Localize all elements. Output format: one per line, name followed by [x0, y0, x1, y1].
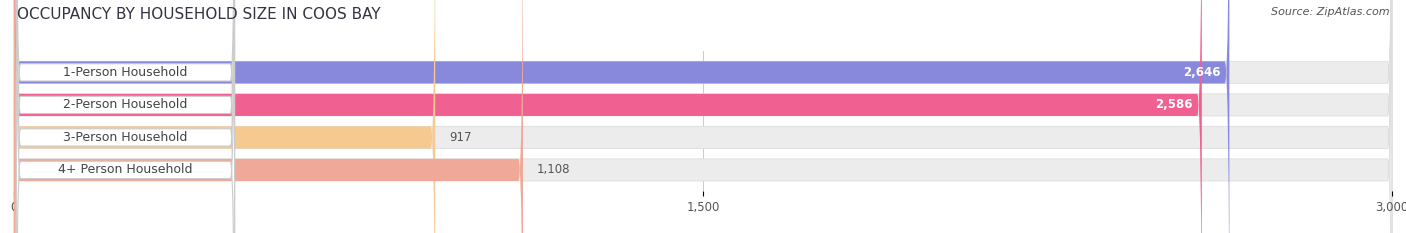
- FancyBboxPatch shape: [14, 0, 1392, 233]
- Text: Source: ZipAtlas.com: Source: ZipAtlas.com: [1271, 7, 1389, 17]
- Text: OCCUPANCY BY HOUSEHOLD SIZE IN COOS BAY: OCCUPANCY BY HOUSEHOLD SIZE IN COOS BAY: [17, 7, 381, 22]
- FancyBboxPatch shape: [14, 0, 1202, 233]
- Text: 2-Person Household: 2-Person Household: [63, 98, 187, 111]
- FancyBboxPatch shape: [14, 0, 1229, 233]
- Text: 2,586: 2,586: [1156, 98, 1192, 111]
- FancyBboxPatch shape: [14, 0, 1392, 233]
- Text: 917: 917: [449, 131, 471, 144]
- Text: 2,646: 2,646: [1182, 66, 1220, 79]
- FancyBboxPatch shape: [17, 0, 235, 233]
- Text: 1-Person Household: 1-Person Household: [63, 66, 187, 79]
- FancyBboxPatch shape: [14, 0, 436, 233]
- FancyBboxPatch shape: [17, 0, 235, 233]
- FancyBboxPatch shape: [17, 0, 235, 233]
- FancyBboxPatch shape: [14, 0, 1392, 233]
- FancyBboxPatch shape: [17, 0, 235, 233]
- Text: 3-Person Household: 3-Person Household: [63, 131, 187, 144]
- Text: 1,108: 1,108: [537, 163, 571, 176]
- Text: 4+ Person Household: 4+ Person Household: [58, 163, 193, 176]
- FancyBboxPatch shape: [14, 0, 1392, 233]
- FancyBboxPatch shape: [14, 0, 523, 233]
